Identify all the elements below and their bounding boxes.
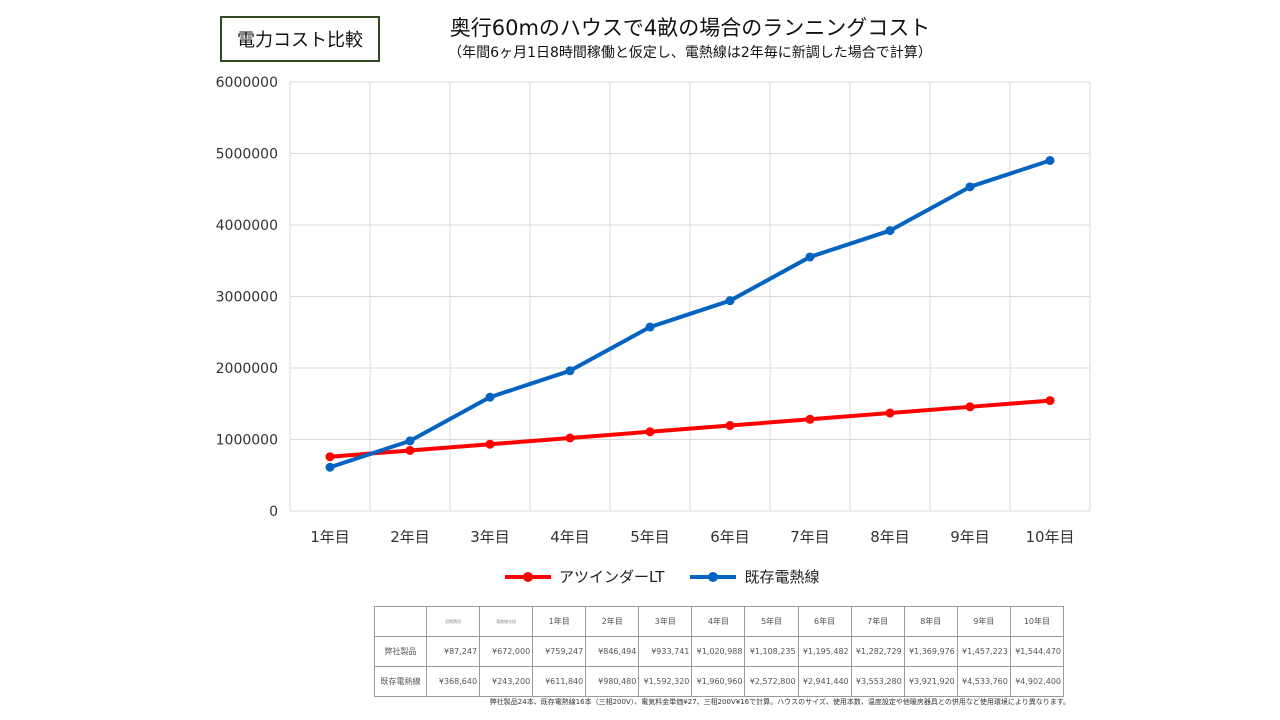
table-cell: ¥980,480: [585, 666, 640, 697]
data-point: [725, 421, 735, 431]
data-point: [325, 452, 335, 462]
data-point: [405, 445, 415, 455]
table-header-cell: 3年目: [638, 606, 693, 637]
table-cell: ¥87,247: [425, 636, 481, 667]
table-cell: ¥4,902,400: [1009, 666, 1065, 697]
chart-subtitle: （年間6ヶ月1日8時間稼働と仮定し、電熱線は2年毎に新調した場合で計算）: [448, 45, 932, 61]
data-point: [1045, 155, 1055, 165]
x-tick-label: 2年目: [390, 528, 430, 546]
y-tick-label: 0: [269, 504, 278, 520]
table-cell: ¥1,544,470: [1009, 636, 1065, 667]
table-cell: ¥933,741: [638, 636, 693, 667]
y-tick-label: 4000000: [216, 218, 278, 234]
data-point: [645, 322, 655, 332]
cost-table: 初期費用 電熱線交換 1年目 2年目 3年目 4年目 5年目 6年目 7年目 8…: [374, 606, 1065, 697]
table-cell: ¥759,247: [532, 636, 587, 667]
x-tick-label: 6年目: [710, 528, 750, 546]
data-point: [805, 414, 815, 424]
table-cell: ¥1,282,729: [850, 636, 905, 667]
table-header-cell: 1年目: [532, 606, 587, 637]
table-row: 弊社製品 ¥87,247 ¥672,000 ¥759,247 ¥846,494 …: [374, 636, 1065, 667]
y-tick-label: 2000000: [216, 361, 278, 377]
legend-swatch-blue: [690, 571, 737, 582]
table-header-cell: 5年目: [744, 606, 799, 637]
legend-label: アツインダーLT: [559, 568, 665, 586]
data-point: [565, 433, 575, 443]
table-cell: ¥1,195,482: [797, 636, 852, 667]
data-point: [965, 402, 975, 412]
legend-label: 既存電熱線: [744, 568, 820, 586]
series-line-2: [328, 158, 1052, 470]
series-line-1: [328, 398, 1052, 459]
table-corner-cell: [374, 606, 427, 637]
table-cell: ¥368,640: [425, 666, 481, 697]
table-cell: ¥611,840: [532, 666, 587, 697]
data-point: [405, 436, 415, 446]
table-header-cell: 4年目: [691, 606, 746, 637]
data-point: [725, 296, 735, 306]
table-header-note: 初期費用: [425, 606, 481, 637]
table-header-cell: 2年目: [585, 606, 640, 637]
table-row-label: 既存電熱線: [374, 666, 427, 697]
legend-item-series-2: 既存電熱線: [690, 566, 819, 587]
chart-legend: アツインダーLT 既存電熱線: [505, 566, 845, 587]
legend-swatch-red: [505, 571, 551, 582]
data-point: [485, 392, 495, 402]
table-footnote: 弊社製品24本、既存電熱線16本（三相200V）、電気料金単価¥27、三相200…: [489, 698, 1070, 706]
data-point: [885, 226, 895, 236]
y-tick-label: 5000000: [216, 147, 278, 163]
data-point: [485, 439, 495, 449]
table-cell: ¥243,200: [479, 666, 534, 697]
table-cell: ¥2,941,440: [797, 666, 852, 697]
data-point: [1045, 396, 1055, 406]
table-cell: ¥1,592,320: [638, 666, 693, 697]
table-cell: ¥3,553,280: [850, 666, 905, 697]
y-tick-label: 3000000: [216, 290, 278, 306]
table-cell: ¥1,960,960: [691, 666, 746, 697]
data-point: [965, 182, 975, 192]
table-row: 既存電熱線 ¥368,640 ¥243,200 ¥611,840 ¥980,48…: [374, 666, 1065, 697]
table-header-note: 電熱線交換: [479, 606, 534, 637]
chart-title: 奥行60mのハウスで4畝の場合のランニングコスト: [449, 16, 931, 40]
y-tick-label: 6000000: [216, 75, 278, 91]
table-row-label: 弊社製品: [374, 636, 427, 667]
section-tag: 電力コスト比較: [220, 16, 380, 62]
data-point: [325, 462, 335, 472]
table-cell: ¥672,000: [479, 636, 534, 667]
x-tick-label: 5年目: [630, 528, 670, 546]
table-cell: ¥1,369,976: [903, 636, 958, 667]
table-cell: ¥1,108,235: [744, 636, 799, 667]
x-tick-label: 8年目: [870, 528, 910, 546]
table-header-row: 初期費用 電熱線交換 1年目 2年目 3年目 4年目 5年目 6年目 7年目 8…: [374, 606, 1065, 637]
x-tick-label: 3年目: [470, 528, 510, 546]
table-cell: ¥2,572,800: [744, 666, 799, 697]
line-chart: 0 1000000 2000000 3000000 4000000 5000000 6000…: [216, 75, 1091, 546]
x-tick-label: 9年目: [950, 528, 990, 546]
table-cell: ¥3,921,920: [903, 666, 958, 697]
table-header-cell: 7年目: [850, 606, 905, 637]
table-cell: ¥1,457,223: [956, 636, 1011, 667]
y-tick-label: 1000000: [216, 433, 278, 449]
data-point: [645, 427, 655, 437]
x-tick-label: 1年目: [310, 528, 350, 546]
data-point: [565, 366, 575, 376]
table-header-cell: 10年目: [1009, 606, 1065, 637]
x-tick-label: 10年目: [1025, 528, 1074, 546]
table-cell: ¥1,020,988: [691, 636, 746, 667]
data-point: [805, 252, 815, 262]
data-point: [885, 408, 895, 418]
x-tick-label: 7年目: [790, 528, 830, 546]
x-tick-label: 4年目: [550, 528, 590, 546]
table-header-cell: 8年目: [903, 606, 958, 637]
table-cell: ¥846,494: [585, 636, 640, 667]
legend-item-series-1: アツインダーLT: [505, 566, 664, 587]
table-cell: ¥4,533,760: [956, 666, 1011, 697]
table-header-cell: 6年目: [797, 606, 852, 637]
table-header-cell: 9年目: [956, 606, 1011, 637]
